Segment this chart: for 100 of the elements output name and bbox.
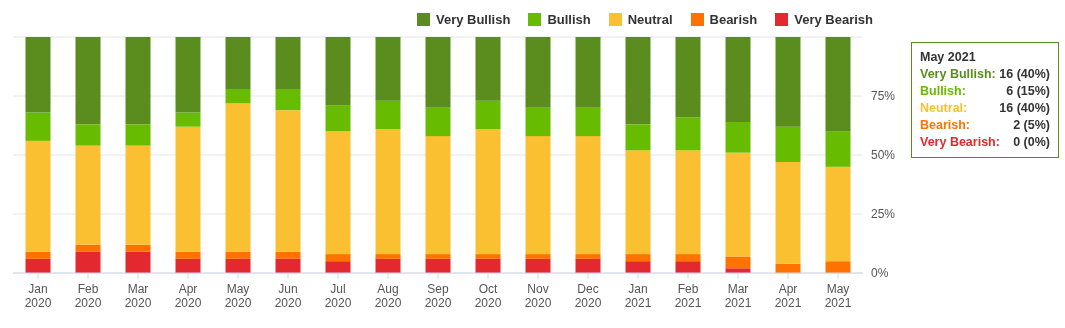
bar: [75, 251, 101, 273]
x-tick-label: Apr 2021: [774, 282, 802, 310]
legend-label: Very Bearish: [793, 12, 873, 27]
bar: [125, 244, 151, 252]
x-tick-label: Nov 2020: [524, 282, 552, 310]
bar: [825, 261, 851, 273]
bar: [125, 251, 151, 273]
legend-label: Bearish: [708, 12, 758, 27]
bar: [625, 124, 651, 151]
bar: [225, 251, 251, 259]
bar: [25, 140, 51, 252]
y-tick-label: 50%: [871, 148, 896, 163]
bar: [325, 254, 351, 262]
bar: [375, 254, 401, 259]
bar: [625, 37, 651, 125]
text: Very Bullish: 16 (40%): [920, 66, 1050, 83]
bar: [75, 124, 101, 146]
bar: [575, 107, 601, 137]
bar: [275, 258, 301, 273]
bar: [75, 37, 101, 125]
bar: [575, 254, 601, 259]
bar: [425, 258, 451, 273]
bar: [175, 251, 201, 259]
bar: [725, 37, 751, 122]
bar: [225, 258, 251, 273]
bar: [375, 37, 401, 101]
bar: [325, 105, 351, 132]
bar: [775, 37, 801, 127]
text: Very Bearish: 0 (0%): [920, 134, 1050, 151]
bar: [425, 136, 451, 255]
bar: [825, 37, 851, 132]
bar: [525, 254, 551, 259]
x-tick-label: Mar 2020: [124, 282, 152, 310]
bar: [25, 37, 51, 113]
bar: [675, 117, 701, 151]
bar: [475, 100, 501, 130]
bar: [475, 37, 501, 101]
x-tick-label: Jun 2020: [274, 282, 302, 310]
bar: [225, 103, 251, 252]
bar: [825, 166, 851, 262]
bar: [25, 251, 51, 259]
text: Neutral: 16 (40%): [920, 101, 1050, 115]
bar: [775, 162, 801, 264]
bar: [525, 136, 551, 255]
bar: [525, 37, 551, 108]
bar: [475, 129, 501, 255]
bar: [375, 258, 401, 273]
bar: [675, 37, 701, 118]
x-tick-label: Dec 2020: [574, 282, 602, 310]
bar: [725, 121, 751, 153]
bar: [625, 150, 651, 255]
bar: [775, 126, 801, 163]
bar: [575, 136, 601, 255]
bar: [325, 37, 351, 106]
x-tick-label: Jan 2020: [24, 282, 52, 310]
bar: [325, 261, 351, 273]
x-tick-label: Jul 2020: [324, 282, 352, 310]
bar: [525, 107, 551, 137]
bar: [725, 256, 751, 269]
legend-label: Very Bullish: [434, 12, 511, 27]
bar: [675, 150, 701, 255]
x-tick-label: May 2020: [224, 282, 252, 310]
bar: [175, 126, 201, 252]
bar: [525, 258, 551, 273]
bar: [125, 145, 151, 245]
bar: [225, 37, 251, 89]
bar: [375, 129, 401, 255]
bar: [575, 37, 601, 108]
bar: [575, 258, 601, 273]
bar: [175, 258, 201, 273]
bar: [725, 152, 751, 257]
y-tick-label: 25%: [871, 207, 896, 222]
bar: [675, 254, 701, 262]
bar: [275, 88, 301, 111]
bar: [325, 131, 351, 255]
bar: [225, 88, 251, 104]
bar: [425, 254, 451, 259]
text: May 2021: [920, 49, 976, 66]
bar: [175, 37, 201, 113]
y-tick-label: 0%: [871, 266, 889, 281]
bar: [125, 124, 151, 146]
bar: [625, 261, 651, 273]
x-tick-label: Feb 2020: [74, 282, 102, 310]
bar: [475, 254, 501, 259]
bar: [75, 244, 101, 252]
bar: [425, 37, 451, 108]
bar: [25, 258, 51, 273]
bar: [75, 145, 101, 245]
legend-label: Neutral: [626, 12, 673, 27]
legend-label: Bullish: [546, 12, 591, 27]
y-tick-label: 75%: [871, 89, 896, 104]
bar: [275, 37, 301, 89]
x-tick-label: Feb 2021: [674, 282, 702, 310]
x-tick-label: Aug 2020: [374, 282, 402, 310]
bar: [125, 37, 151, 125]
bar: [375, 100, 401, 130]
x-tick-label: Mar 2021: [724, 282, 752, 310]
x-tick-label: May 2021: [824, 282, 852, 310]
text: Bullish: 6 (15%): [920, 84, 1050, 98]
x-tick-label: Sep 2020: [424, 282, 452, 310]
